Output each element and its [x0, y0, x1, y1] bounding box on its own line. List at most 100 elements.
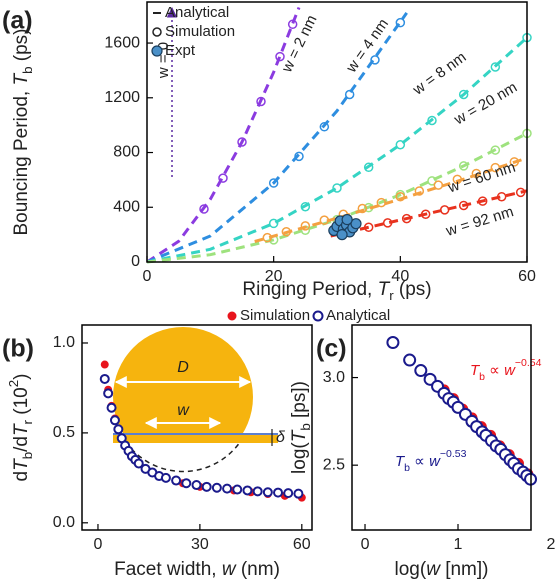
y-axis-label-part: 2	[6, 380, 21, 387]
data-point	[414, 364, 428, 378]
simulation-point	[427, 176, 437, 186]
x-axis-label-part: T	[378, 279, 391, 300]
simulation-point	[395, 17, 406, 28]
inset-label: D	[177, 359, 189, 376]
x-axis-label-part: (ps)	[394, 279, 432, 300]
y-axis-label-part: T	[11, 73, 32, 86]
y-axis-label-part: T	[11, 423, 32, 436]
data-point	[222, 483, 233, 494]
fit-annotation-part: T	[470, 362, 481, 379]
panel-label: (c)	[316, 335, 347, 363]
simulation-point	[414, 186, 425, 196]
simulation-point	[370, 55, 380, 65]
y-axis-label-part: b	[298, 423, 313, 430]
legend-label: Analytical	[165, 4, 229, 21]
x-tick-label: 2	[547, 536, 556, 553]
data-point	[106, 402, 117, 413]
data-point	[103, 388, 114, 399]
fit-annotation-part: b	[404, 462, 410, 474]
data-point	[283, 488, 294, 499]
x-axis-label: log(w [nm])	[395, 559, 489, 580]
simulation-point	[420, 209, 431, 219]
y-tick-label: 800	[113, 144, 140, 161]
x-tick-label: 30	[191, 536, 209, 553]
y-axis-label-part: b	[20, 66, 35, 73]
simulation-point	[458, 200, 469, 211]
data-point	[100, 360, 109, 369]
legend-key	[312, 310, 324, 322]
simulation-point	[300, 201, 311, 212]
fit-annotation-part: −0.53	[440, 448, 467, 460]
x-axis-label-part: log(	[395, 559, 427, 580]
legend-label: Simulation	[240, 307, 310, 324]
x-axis-label-part: Ringing Period,	[242, 279, 377, 300]
simulation-point	[319, 215, 330, 225]
data-point	[109, 415, 120, 426]
y-axis-label: log(Tb [ps])	[289, 381, 313, 474]
simulation-point	[490, 62, 501, 72]
fit-annotation: Tb ∝ w−0.53	[395, 448, 467, 474]
x-tick-label: 40	[391, 268, 409, 285]
simulation-point	[395, 139, 406, 150]
simulation-point	[395, 191, 406, 202]
y-tick-label: 0.5	[53, 424, 75, 441]
simulation-point	[199, 204, 209, 214]
simulation-point	[218, 173, 228, 183]
fit-annotation-part: ∝	[410, 453, 429, 470]
inset-diagram: D w δ	[113, 327, 286, 473]
analytical-line	[146, 36, 529, 264]
simulation-point	[319, 122, 330, 132]
data-point	[242, 485, 253, 496]
data-point	[386, 336, 400, 350]
analytical-line	[146, 132, 528, 264]
data-point	[113, 424, 124, 435]
y-tick-label: 1600	[104, 34, 140, 51]
analytical-line	[146, 6, 301, 264]
simulation-point	[458, 161, 469, 171]
substrate	[113, 434, 278, 443]
y-axis-label-part: b	[20, 452, 35, 459]
simulation-point	[275, 51, 285, 62]
data-point	[403, 353, 417, 367]
y-axis-label-part: T	[289, 429, 310, 442]
x-axis-label: Ringing Period, Tr (ps)	[242, 279, 431, 303]
legend-label: Expt	[165, 42, 196, 59]
simulation-point	[281, 227, 292, 237]
data-point	[232, 484, 243, 495]
y-tick-label: 1200	[104, 89, 140, 106]
y-axis-label-part: (ps)	[11, 28, 32, 66]
data-point	[273, 487, 284, 498]
x-axis-label: Facet width, w (nm)	[114, 559, 280, 580]
x-axis-label-part: (nm)	[236, 559, 280, 580]
simulation-point	[332, 183, 342, 193]
simulation-point	[515, 187, 526, 198]
simulation-point	[452, 174, 463, 185]
x-tick-label: 1	[454, 536, 463, 553]
x-axis-label-part: w	[222, 559, 237, 580]
data-point	[99, 373, 110, 384]
simulation-point	[268, 218, 279, 229]
series-label: w = 60 nm	[445, 159, 517, 197]
y-tick-label: 3.0	[323, 369, 345, 386]
data-point	[201, 481, 212, 492]
panel-label: (b)	[2, 335, 34, 363]
simulation-point	[268, 178, 279, 188]
y-axis-label-part: d	[11, 471, 32, 482]
simulation-point	[401, 213, 412, 224]
axes-frame	[146, 1, 528, 263]
data-point	[160, 472, 171, 483]
x-axis-label-part: w	[426, 559, 441, 580]
y-axis-label: Bouncing Period, Tb (ps)	[11, 28, 35, 235]
simulation-point	[439, 205, 450, 215]
y-tick-label: 0.0	[53, 514, 75, 531]
legend-key	[151, 45, 163, 57]
y-tick-label: 1.0	[53, 334, 75, 351]
data-point	[211, 482, 222, 493]
data-point	[262, 487, 273, 498]
panel-label: (a)	[2, 7, 33, 35]
fit-annotation: Tb ∝ w−0.54	[470, 357, 542, 383]
data-point	[293, 488, 304, 499]
simulation-point	[509, 157, 520, 167]
fit-annotation-part: w	[504, 362, 516, 379]
legend-label: Simulation	[165, 23, 235, 40]
